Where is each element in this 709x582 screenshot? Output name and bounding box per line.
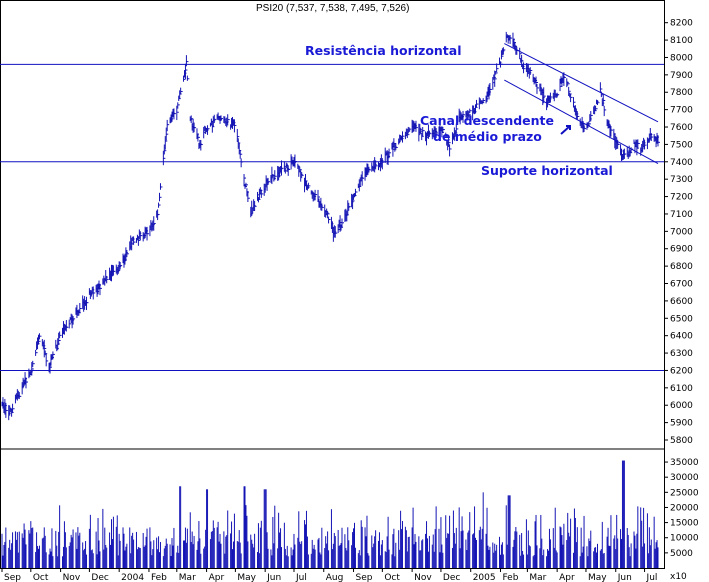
price-tick-label: 7700 bbox=[670, 106, 693, 116]
chart-header: PSI20 (7,537, 7,538, 7,495, 7,526) bbox=[256, 3, 410, 14]
x-tick-label: Feb bbox=[151, 573, 167, 582]
price-tick-label: 7200 bbox=[670, 193, 693, 203]
volume-tick-label: 5000 bbox=[670, 549, 693, 559]
x-tick-label: 2004 bbox=[121, 573, 144, 582]
x-tick-label: May bbox=[588, 573, 607, 582]
x-tick-label: Oct bbox=[384, 573, 400, 582]
x-tick-label: Feb bbox=[502, 573, 518, 582]
x-tick-label: Apr bbox=[559, 573, 575, 582]
x-tick-label: Jul bbox=[295, 573, 307, 582]
x-tick-label: Oct bbox=[33, 573, 49, 582]
price-tick-label: 6400 bbox=[670, 332, 693, 342]
x-tick-label: Sep bbox=[4, 573, 21, 582]
x-tick-label: Nov bbox=[414, 573, 432, 582]
price-tick-label: 6300 bbox=[670, 349, 693, 359]
volume-tick-label: 35000 bbox=[670, 458, 699, 468]
channel-upper-line bbox=[504, 43, 659, 123]
volume-unit-label: x10 bbox=[670, 572, 687, 582]
x-tick-label: Jun bbox=[617, 573, 632, 582]
x-tick-label: Mar bbox=[529, 573, 546, 582]
price-tick-label: 6900 bbox=[670, 245, 693, 255]
price-tick-label: 6700 bbox=[670, 280, 693, 290]
volume-tick-label: 10000 bbox=[670, 534, 699, 544]
price-tick-label: 6600 bbox=[670, 297, 693, 307]
price-tick-label: 6500 bbox=[670, 314, 693, 324]
volume-tick-label: 20000 bbox=[670, 503, 699, 513]
x-tick-label: Nov bbox=[63, 573, 81, 582]
volume-tick-label: 30000 bbox=[670, 473, 699, 483]
arrow-icon bbox=[560, 125, 571, 135]
x-tick-label: Jul bbox=[646, 573, 658, 582]
price-tick-label: 8200 bbox=[670, 19, 693, 29]
x-tick-label: Sep bbox=[356, 573, 373, 582]
support-label: Suporte horizontal bbox=[481, 163, 613, 178]
price-tick-label: 7600 bbox=[670, 123, 693, 133]
x-tick-label: Dec bbox=[91, 573, 108, 582]
price-tick-label: 8000 bbox=[670, 53, 693, 63]
x-tick-label: Aug bbox=[326, 573, 344, 582]
price-tick-label: 7000 bbox=[670, 227, 693, 237]
x-tick-label: May bbox=[237, 573, 256, 582]
volume-tick-label: 25000 bbox=[670, 488, 699, 498]
price-tick-label: 6200 bbox=[670, 366, 693, 376]
x-tick-label: 2005 bbox=[473, 573, 496, 582]
price-tick-label: 7900 bbox=[670, 71, 693, 81]
price-tick-label: 8100 bbox=[670, 36, 693, 46]
resistance-label: Resistência horizontal bbox=[305, 43, 462, 58]
price-tick-label: 7300 bbox=[670, 175, 693, 185]
price-tick-label: 6800 bbox=[670, 262, 693, 272]
price-tick-label: 7800 bbox=[670, 88, 693, 98]
price-tick-label: 7100 bbox=[670, 210, 693, 220]
price-tick-label: 6100 bbox=[670, 384, 693, 394]
x-tick-label: Jun bbox=[266, 573, 281, 582]
volume-tick-label: 15000 bbox=[670, 519, 699, 529]
x-tick-label: Mar bbox=[179, 573, 196, 582]
plot-frame bbox=[0, 0, 665, 569]
channel-lower-line bbox=[504, 79, 659, 164]
channel-label-line1: Canal descendente bbox=[420, 113, 554, 128]
price-tick-label: 7400 bbox=[670, 158, 693, 168]
x-tick-label: Apr bbox=[209, 573, 225, 582]
price-tick-label: 5800 bbox=[670, 436, 693, 446]
price-tick-label: 5900 bbox=[670, 419, 693, 429]
channel-label-line2: de médio prazo bbox=[433, 129, 542, 144]
price-tick-label: 7500 bbox=[670, 140, 693, 150]
price-tick-label: 6000 bbox=[670, 401, 693, 411]
x-tick-label: Dec bbox=[443, 573, 460, 582]
